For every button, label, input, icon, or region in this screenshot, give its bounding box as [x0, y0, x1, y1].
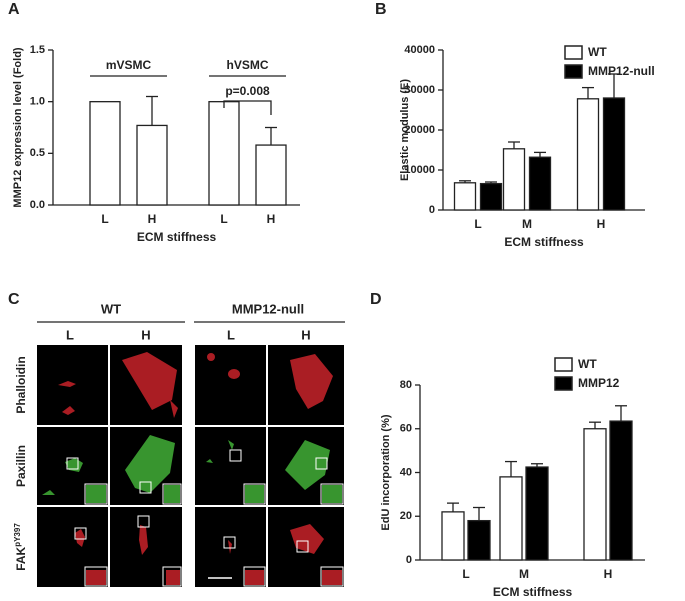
- bar: [583, 428, 607, 561]
- bar: [467, 519, 491, 561]
- x-tick-label: M: [519, 567, 529, 581]
- bar: [528, 156, 552, 211]
- annotation: p=0.008: [225, 84, 270, 98]
- x-axis-label: ECM stiffness: [137, 230, 217, 244]
- bar: [576, 98, 600, 211]
- group-header: MMP12-null: [232, 301, 304, 316]
- column-label: H: [141, 327, 150, 342]
- bar: [609, 420, 633, 561]
- y-tick-label: 1.5: [30, 44, 45, 56]
- x-tick-label: L: [101, 212, 108, 226]
- red-cells: [58, 352, 342, 585]
- y-tick-label: 20: [400, 510, 412, 522]
- y-tick-label: 1.0: [30, 96, 45, 108]
- panel-label: B: [375, 1, 387, 18]
- row-label-text: FAK: [14, 546, 28, 570]
- panel-c: C WT MMP12-null L H L H Phalloidin Paxil…: [8, 291, 345, 587]
- row-label: Paxillin: [14, 445, 28, 487]
- x-tick-label: M: [522, 217, 532, 231]
- y-tick-label: 40: [400, 466, 412, 478]
- x-tick-label: H: [597, 217, 606, 231]
- panel-label: D: [370, 291, 382, 308]
- y-axis-label: MMP12 expression level (Fold): [12, 47, 24, 207]
- y-tick-label: 20000: [404, 124, 435, 136]
- x-axis-label: ECM stiffness: [504, 235, 584, 249]
- y-tick-label: 0: [406, 554, 412, 566]
- y-tick-label: 0.0: [30, 199, 45, 211]
- y-tick-label: 60: [400, 423, 412, 435]
- row-label: Phalloidin: [14, 356, 28, 413]
- bar: [453, 182, 477, 211]
- bar: [208, 101, 240, 206]
- legend-label: WT: [588, 45, 607, 59]
- x-tick-label: L: [462, 567, 469, 581]
- legend-label: MMP12: [578, 376, 620, 390]
- y-tick-label: 0: [429, 204, 435, 216]
- legend-swatch: [554, 376, 573, 391]
- bar: [502, 148, 526, 211]
- legend-swatch: [554, 357, 573, 372]
- y-tick-label: 10000: [404, 164, 435, 176]
- bar: [479, 182, 503, 211]
- y-tick-label: 30000: [404, 84, 435, 96]
- significance-bracket: [223, 100, 272, 115]
- group-label: mVSMC: [106, 58, 152, 72]
- x-tick-label: H: [148, 212, 157, 226]
- x-tick-label: L: [220, 212, 227, 226]
- bar: [525, 466, 549, 561]
- legend-swatch: [564, 64, 583, 79]
- y-tick-label: 0.5: [30, 147, 45, 159]
- bar: [602, 97, 626, 211]
- x-axis-label: ECM stiffness: [493, 585, 573, 599]
- row-label: FAKpY397: [13, 523, 28, 571]
- bar: [255, 144, 287, 206]
- bar: [441, 511, 465, 561]
- group-label: hVSMC: [227, 58, 269, 72]
- y-tick-label: 80: [400, 379, 412, 391]
- y-axis-label: EdU incorporation (%): [380, 414, 392, 530]
- y-tick-label: 40000: [404, 44, 435, 56]
- y-axis-label: Elastic modulus (E): [399, 79, 411, 181]
- micrographs: [37, 345, 344, 587]
- micrograph: [195, 345, 266, 425]
- group-header: WT: [101, 301, 121, 316]
- column-label: L: [227, 327, 235, 342]
- legend-label: MMP12-null: [588, 64, 655, 78]
- column-label: H: [301, 327, 310, 342]
- legend-label: WT: [578, 357, 597, 371]
- legend-swatch: [564, 45, 583, 60]
- panel-label: C: [8, 291, 20, 308]
- zoom-boxes: [66, 449, 344, 587]
- green-cells: [42, 435, 342, 503]
- bar: [499, 476, 523, 561]
- row-label-superscript: pY397: [13, 523, 22, 547]
- x-tick-label: H: [267, 212, 276, 226]
- x-tick-label: L: [474, 217, 481, 231]
- bar: [89, 101, 121, 206]
- panel-label: A: [8, 1, 20, 18]
- bar: [136, 124, 168, 206]
- column-label: L: [66, 327, 74, 342]
- x-tick-label: H: [604, 567, 613, 581]
